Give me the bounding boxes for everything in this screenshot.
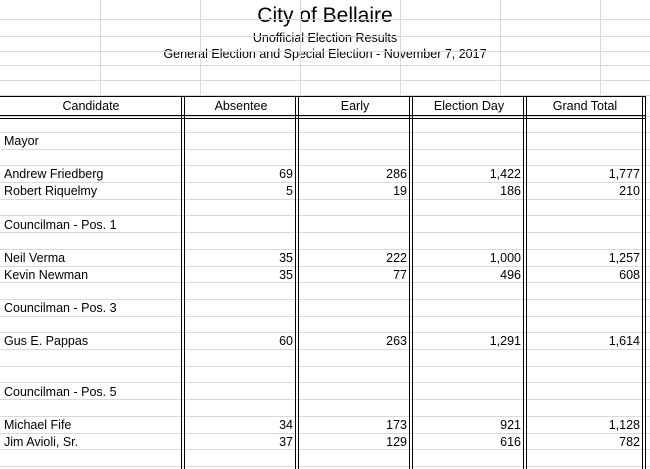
vote-count-early: 286 (386, 167, 407, 181)
vote-count-election-day: 616 (500, 435, 521, 449)
grid-line (400, 0, 401, 97)
col-header-absentee: Absentee (214, 99, 268, 113)
subtitle: Unofficial Election Results (252, 31, 398, 45)
grid-line (0, 399, 650, 400)
grid-line (0, 19, 650, 20)
grid-line (0, 95, 650, 96)
vote-count-grand-total: 1,128 (608, 418, 640, 432)
grid-line (0, 433, 650, 434)
vote-count-election-day: 1,000 (489, 251, 521, 265)
col-header-grand-total: Grand Total (552, 99, 618, 113)
header-bottom-border (0, 115, 646, 116)
candidate-name: Andrew Friedberg (4, 167, 104, 181)
grid-line (0, 149, 650, 150)
vote-count-absentee: 69 (279, 167, 293, 181)
section-label: Councilman - Pos. 3 (4, 301, 117, 315)
col-header-election-day: Election Day (433, 99, 505, 113)
grid-line (0, 80, 650, 81)
grid-line (0, 199, 650, 200)
candidate-name: Gus E. Pappas (4, 334, 89, 348)
grid-line (0, 36, 650, 37)
grid-line (0, 299, 650, 300)
vote-count-grand-total: 608 (619, 268, 640, 282)
grid-line (200, 0, 201, 97)
vote-count-absentee: 5 (286, 184, 293, 198)
grid-line (0, 382, 650, 383)
grid-line (0, 132, 650, 133)
grid-line (0, 51, 650, 52)
candidate-name: Neil Verma (4, 251, 66, 265)
grid-line (0, 215, 650, 216)
grid-line (0, 182, 650, 183)
vote-count-election-day: 921 (500, 418, 521, 432)
grid-line (0, 316, 650, 317)
grid-line (0, 266, 650, 267)
grid-line (0, 466, 650, 467)
candidate-name: Robert Riquelmy (4, 184, 98, 198)
election-name: General Election and Special Election - … (163, 47, 487, 61)
col-header-early: Early (340, 99, 370, 113)
vote-count-early: 222 (386, 251, 407, 265)
vote-count-early: 19 (393, 184, 407, 198)
vote-count-early: 77 (393, 268, 407, 282)
vote-count-election-day: 1,422 (489, 167, 521, 181)
vote-count-absentee: 34 (279, 418, 293, 432)
grid-line (600, 0, 601, 97)
vote-count-early: 263 (386, 334, 407, 348)
vote-count-grand-total: 1,614 (608, 334, 640, 348)
vote-count-absentee: 35 (279, 251, 293, 265)
table-top-border (0, 96, 646, 97)
grid-line (0, 116, 650, 117)
vote-count-election-day: 496 (500, 268, 521, 282)
vote-count-grand-total: 210 (619, 184, 640, 198)
grid-line (100, 0, 101, 97)
grid-line (0, 165, 650, 166)
grid-line (0, 416, 650, 417)
grid-line (0, 332, 650, 333)
candidate-name: Jim Avioli, Sr. (4, 435, 79, 449)
grid-line (0, 249, 650, 250)
candidate-name: Michael Fife (4, 418, 72, 432)
section-label: Councilman - Pos. 1 (4, 218, 117, 232)
grid-line (0, 65, 650, 66)
vote-count-election-day: 186 (500, 184, 521, 198)
grid-line (0, 366, 650, 367)
candidate-name: Kevin Newman (4, 268, 89, 282)
grid-line (300, 0, 301, 97)
col-header-candidate: Candidate (62, 99, 120, 113)
section-label: Mayor (4, 134, 39, 148)
title: City of Bellaire (257, 4, 393, 27)
grid-line (0, 449, 650, 450)
section-label: Councilman - Pos. 5 (4, 385, 117, 399)
vote-count-early: 173 (386, 418, 407, 432)
vote-count-grand-total: 1,777 (608, 167, 640, 181)
grid-line (500, 0, 501, 97)
grid-line (0, 349, 650, 350)
header-bottom-border-2 (0, 118, 646, 119)
vote-count-election-day: 1,291 (489, 334, 521, 348)
vote-count-absentee: 35 (279, 268, 293, 282)
vote-count-grand-total: 1,257 (608, 251, 640, 265)
grid-line (0, 282, 650, 283)
grid-line (0, 232, 650, 233)
vote-count-grand-total: 782 (619, 435, 640, 449)
vote-count-absentee: 37 (279, 435, 293, 449)
vote-count-absentee: 60 (279, 334, 293, 348)
vote-count-early: 129 (386, 435, 407, 449)
